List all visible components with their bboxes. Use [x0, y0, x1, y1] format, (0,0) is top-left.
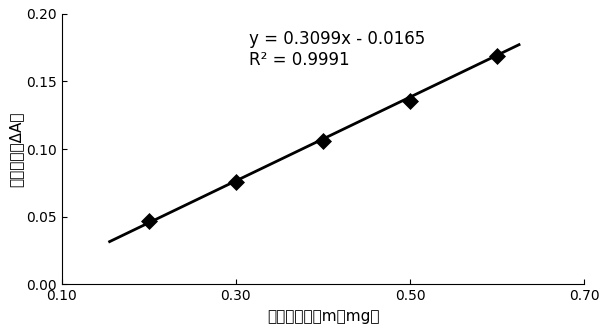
- Point: [492, 53, 502, 58]
- X-axis label: 直链淠粉含量m（mg）: 直链淠粉含量m（mg）: [267, 309, 379, 324]
- Point: [231, 180, 241, 185]
- Text: y = 0.3099x - 0.0165
R² = 0.9991: y = 0.3099x - 0.0165 R² = 0.9991: [249, 30, 425, 69]
- Point: [144, 219, 154, 224]
- Point: [406, 98, 415, 104]
- Point: [318, 138, 328, 143]
- Y-axis label: 吸光度差値ΔA量: 吸光度差値ΔA量: [9, 111, 23, 187]
